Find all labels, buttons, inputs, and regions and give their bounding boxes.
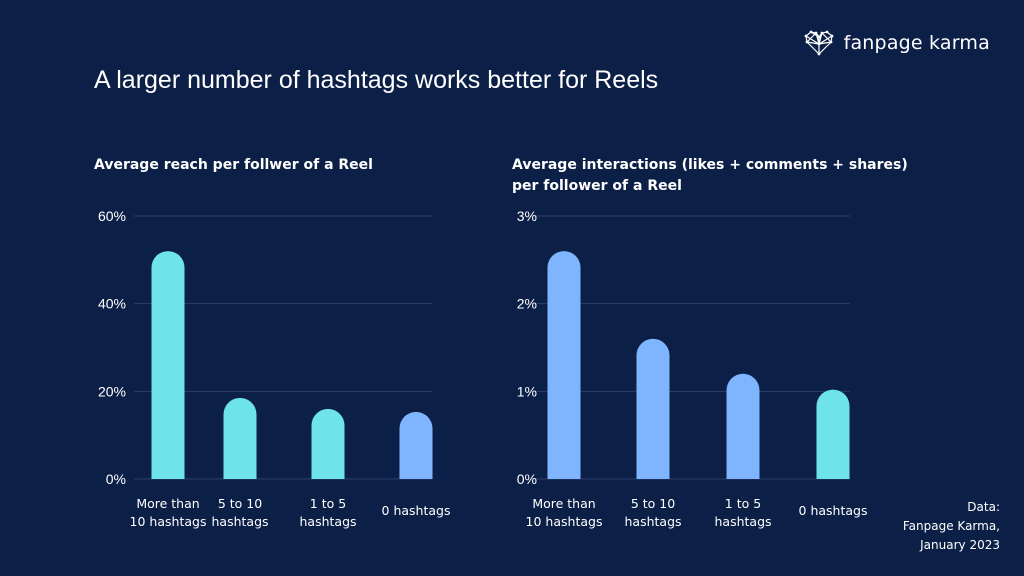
chart-title-interactions: Average interactions (likes + comments +…	[512, 155, 932, 197]
data-source-note: Data: Fanpage Karma, January 2023	[903, 498, 1000, 555]
brand-logo: fanpage karma	[804, 30, 990, 56]
bar	[151, 251, 185, 479]
x-tick-label: 1 to 5	[725, 496, 761, 511]
x-tick-label: 5 to 10	[218, 496, 262, 511]
page-title: A larger number of hashtags works better…	[94, 66, 659, 94]
x-tick-label: hashtags	[624, 514, 681, 529]
y-tick-label: 20%	[98, 383, 126, 399]
y-tick-label: 2%	[517, 296, 537, 312]
x-tick-label: 5 to 10	[631, 496, 675, 511]
chart-title-line: per follower of a Reel	[512, 178, 682, 194]
footnote-line: Fanpage Karma,	[902, 519, 1000, 533]
bar	[547, 251, 581, 479]
chart-title-reach: Average reach per follwer of a Reel	[94, 155, 373, 176]
x-tick-label: 0 hashtags	[799, 503, 868, 518]
footnote-line: January 2023	[920, 538, 1000, 552]
x-tick-label: More than	[532, 496, 595, 511]
brand-name: fanpage karma	[843, 32, 990, 54]
heart-network-icon	[804, 30, 834, 56]
y-tick-label: 0%	[517, 471, 537, 487]
bar	[726, 373, 760, 479]
x-tick-label: 0 hashtags	[382, 503, 451, 518]
x-tick-label: hashtags	[211, 514, 268, 529]
x-tick-label: hashtags	[299, 514, 356, 529]
y-tick-label: 40%	[98, 296, 126, 312]
y-tick-label: 0%	[106, 471, 126, 487]
x-tick-label: hashtags	[714, 514, 771, 529]
bar	[223, 397, 257, 479]
x-tick-label: 1 to 5	[310, 496, 346, 511]
bar	[311, 408, 345, 479]
y-tick-label: 60%	[98, 208, 126, 224]
bar	[816, 389, 850, 479]
bar	[399, 411, 433, 479]
x-tick-label: More than	[136, 496, 199, 511]
x-tick-label: 10 hashtags	[526, 514, 603, 529]
chart-title-line: Average interactions (likes + comments +…	[512, 157, 908, 173]
y-tick-label: 3%	[517, 208, 537, 224]
footnote-line: Data:	[967, 500, 1000, 514]
y-tick-label: 1%	[517, 383, 537, 399]
chart-title-line: Average reach per follwer of a Reel	[94, 157, 373, 173]
x-tick-label: 10 hashtags	[130, 514, 207, 529]
bar	[636, 338, 670, 479]
